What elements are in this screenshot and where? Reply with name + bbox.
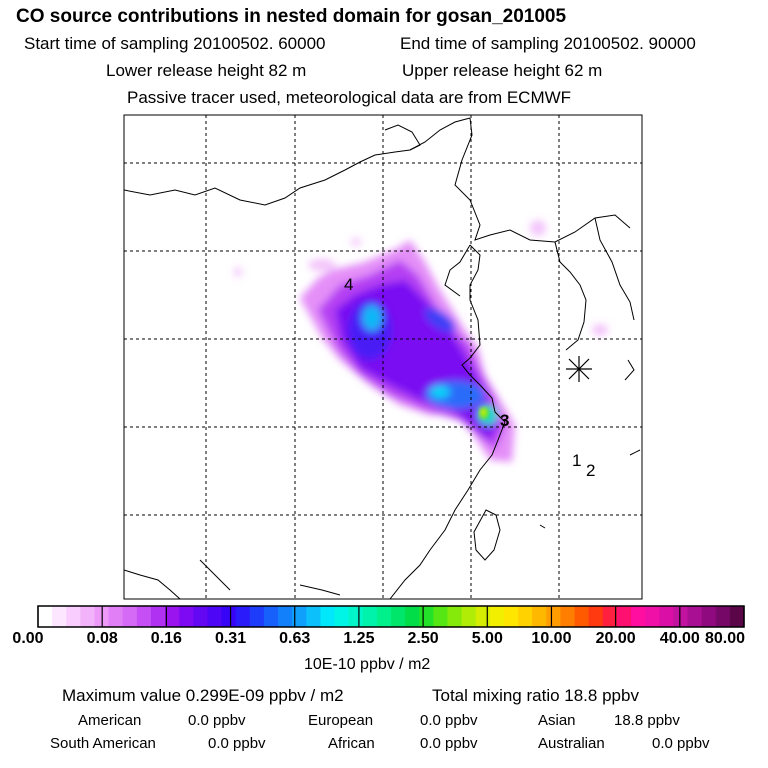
colorbar-swatch xyxy=(503,606,519,627)
colorbar-swatch xyxy=(461,606,477,627)
region-name-european: European xyxy=(308,712,374,729)
colorbar-swatch xyxy=(729,606,745,627)
grid-lines xyxy=(124,115,642,599)
colorbar-swatch xyxy=(673,606,689,627)
region-value-american: 0.0 ppbv xyxy=(188,712,246,729)
source-marker-3: 3 xyxy=(500,411,509,430)
colorbar-swatch xyxy=(715,606,731,627)
colorbar-swatch xyxy=(207,606,223,627)
colorbar-swatch xyxy=(80,606,95,627)
colorbar-swatch xyxy=(221,606,237,627)
colorbar-swatch xyxy=(306,606,321,627)
region-name-australian: Australian xyxy=(538,735,605,752)
colorbar-swatch xyxy=(574,606,590,627)
colorbar-swatch xyxy=(616,606,632,627)
plot-title: CO source contributions in nested domain… xyxy=(16,6,567,27)
colorbar-tick-label: 0.00 xyxy=(12,630,44,647)
colorbar-swatch xyxy=(249,606,265,627)
colorbar-swatch xyxy=(560,606,576,627)
map-frame xyxy=(123,114,643,600)
colorbar-swatch xyxy=(433,606,448,627)
colorbar-swatch xyxy=(136,606,152,627)
colorbar-swatch xyxy=(362,606,378,627)
colorbar-tick-label: 40.00 xyxy=(659,630,700,647)
region-value-asian: 18.8 ppbv xyxy=(614,712,680,729)
colorbar-tick-label: 20.00 xyxy=(595,630,636,647)
colorbar-swatch xyxy=(193,606,208,627)
region-name-asian: Asian xyxy=(538,712,576,729)
colorbar-tick-label: 0.08 xyxy=(86,630,118,647)
colorbar-frame xyxy=(37,605,745,628)
colorbar-swatch xyxy=(278,606,293,627)
colorbar-swatch xyxy=(602,606,618,627)
region-value-south-american: 0.0 ppbv xyxy=(208,735,266,752)
source-marker-1: 1 xyxy=(572,451,581,470)
end-time-label: End time of sampling 20100502. 90000 xyxy=(400,34,696,53)
receptor-star-icon xyxy=(566,356,592,382)
colorbar-swatch xyxy=(701,606,717,627)
tracer-info-label: Passive tracer used, meteorological data… xyxy=(127,88,572,107)
region-value-european: 0.0 ppbv xyxy=(420,712,478,729)
region-name-american: American xyxy=(78,712,142,729)
colorbar-tick-label: 2.50 xyxy=(407,630,439,647)
colorbar-swatch xyxy=(489,606,505,627)
colorbar-swatch xyxy=(108,606,124,627)
colorbar-swatch xyxy=(52,606,67,627)
colorbar-swatch xyxy=(179,606,194,627)
region-value-australian: 0.0 ppbv xyxy=(652,735,710,752)
colorbar-tick-label: 0.63 xyxy=(279,630,311,647)
colorbar-tick-label: 0.31 xyxy=(214,630,247,647)
colorbar-tick-label: 0.16 xyxy=(150,630,182,647)
colorbar-swatch xyxy=(320,606,336,627)
colorbar-swatch xyxy=(588,606,604,627)
colorbar-tick-label: 1.25 xyxy=(343,630,375,647)
source-marker-2: 2 xyxy=(586,461,595,480)
colorbar-swatch xyxy=(391,606,406,627)
colorbar-swatch xyxy=(518,606,533,627)
colorbar-tick-label: 80.00 xyxy=(704,630,746,647)
start-time-label: Start time of sampling 20100502. 60000 xyxy=(24,34,326,53)
colorbar-swatch xyxy=(405,606,420,627)
colorbar-tick-label: 5.00 xyxy=(471,630,503,647)
colorbar-swatch xyxy=(348,606,364,627)
coastlines xyxy=(124,117,641,599)
colorbar-swatch xyxy=(546,606,561,627)
colorbar-swatch xyxy=(263,606,279,627)
colorbar-swatch xyxy=(475,606,491,627)
source-marker-4: 4 xyxy=(344,275,353,294)
region-value-african: 0.0 ppbv xyxy=(420,735,478,752)
lower-release-height-label: Lower release height 82 m xyxy=(106,61,307,80)
colorbar-swatch xyxy=(532,606,547,627)
colorbar-units: 10E-10 ppbv / m2 xyxy=(304,656,431,673)
colorbar-swatch xyxy=(376,606,392,627)
colorbar-swatch xyxy=(687,606,703,627)
colorbar-swatch xyxy=(235,606,251,627)
colorbar xyxy=(37,605,745,628)
colorbar-swatch xyxy=(631,606,646,627)
region-name-african: African xyxy=(328,735,375,752)
colorbar-swatch xyxy=(150,606,166,627)
colorbar-swatch xyxy=(122,606,138,627)
colorbar-swatch xyxy=(447,606,463,627)
colorbar-swatch xyxy=(659,606,674,627)
upper-release-height-label: Upper release height 62 m xyxy=(402,61,603,80)
colorbar-tick-label: 10.00 xyxy=(531,630,572,647)
maximum-value-label: Maximum value 0.299E-09 ppbv / m2 xyxy=(62,686,344,705)
colorbar-swatch xyxy=(334,606,350,627)
concentration-field xyxy=(234,220,608,462)
colorbar-swatch xyxy=(419,606,434,627)
total-mixing-ratio-label: Total mixing ratio 18.8 ppbv xyxy=(432,686,639,705)
colorbar-swatch xyxy=(66,606,81,627)
colorbar-swatch xyxy=(38,606,53,627)
colorbar-swatch xyxy=(292,606,307,627)
region-name-south-american: South American xyxy=(50,735,156,752)
colorbar-swatch xyxy=(645,606,660,627)
colorbar-swatch xyxy=(165,606,180,627)
